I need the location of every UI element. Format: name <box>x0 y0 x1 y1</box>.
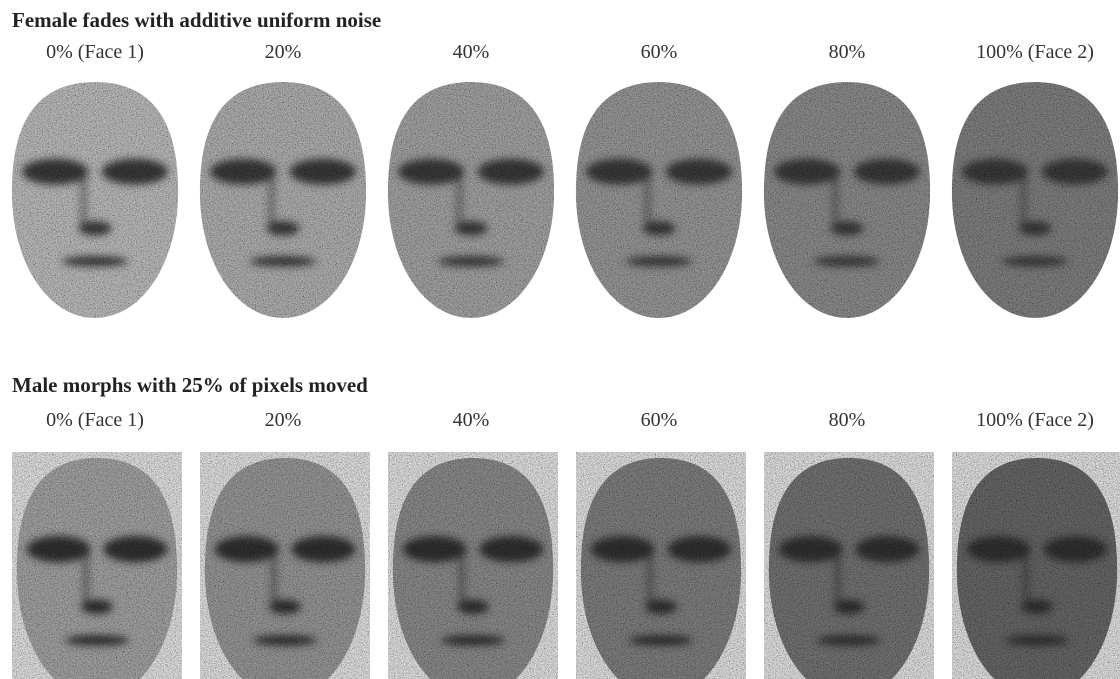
nose-side <box>832 172 839 224</box>
face-skin <box>581 458 741 679</box>
column-label: 80% <box>829 409 866 431</box>
face-skin <box>952 82 1118 318</box>
figure: Female fades with additive uniform noise… <box>0 0 1120 679</box>
nose-side <box>1023 549 1029 602</box>
face-skin <box>205 458 365 679</box>
nose-side <box>1020 172 1027 224</box>
mouth <box>438 256 504 266</box>
eye-region <box>962 159 1028 185</box>
face-image <box>12 452 182 679</box>
nose-side <box>647 549 653 602</box>
eye-region <box>967 536 1031 562</box>
mouth <box>817 635 881 646</box>
mouth <box>626 256 692 266</box>
face-image <box>576 82 742 318</box>
face-image <box>200 82 366 318</box>
nose-side <box>644 172 651 224</box>
eye-region <box>774 159 840 185</box>
eye-region <box>403 536 467 562</box>
eye-region <box>479 536 543 562</box>
eye-region <box>291 536 355 562</box>
face-image <box>764 452 934 679</box>
row-title: Female fades with additive uniform noise <box>12 8 381 32</box>
eye-region <box>22 159 88 185</box>
mouth <box>1005 635 1069 646</box>
eye-region <box>210 159 276 185</box>
face-skin <box>17 458 177 679</box>
eye-region <box>215 536 279 562</box>
nose-side <box>80 172 87 224</box>
eye-region <box>290 159 356 185</box>
nose-side <box>835 549 841 602</box>
eye-region <box>666 159 732 185</box>
nose-side <box>271 549 277 602</box>
eye-region <box>779 536 843 562</box>
eye-region <box>398 159 464 185</box>
face-skin <box>393 458 553 679</box>
column-label: 100% (Face 2) <box>976 41 1094 63</box>
column-label: 100% (Face 2) <box>976 409 1094 431</box>
nose-side <box>268 172 275 224</box>
eye-region <box>1042 159 1108 185</box>
mouth <box>629 635 693 646</box>
eye-region <box>1043 536 1107 562</box>
eye-region <box>102 159 168 185</box>
mouth <box>250 256 316 266</box>
column-label: 20% <box>265 409 302 431</box>
face-skin <box>12 82 178 318</box>
column-label: 40% <box>453 409 490 431</box>
eye-region <box>855 536 919 562</box>
mouth <box>1002 256 1068 266</box>
face-image <box>952 452 1120 679</box>
eye-region <box>854 159 920 185</box>
eye-region <box>478 159 544 185</box>
column-label: 0% (Face 1) <box>46 409 144 431</box>
mouth <box>441 635 505 646</box>
face-image <box>576 452 746 679</box>
nose-side <box>459 549 465 602</box>
nose-side <box>83 549 89 602</box>
column-label: 0% (Face 1) <box>46 41 144 63</box>
eye-region <box>667 536 731 562</box>
row-title: Male morphs with 25% of pixels moved <box>12 373 368 397</box>
face-skin <box>769 458 929 679</box>
column-label: 60% <box>641 409 678 431</box>
face-image <box>388 82 554 318</box>
face-skin <box>957 458 1117 679</box>
face-image <box>764 82 930 318</box>
nose-side <box>456 172 463 224</box>
eye-region <box>103 536 167 562</box>
face-skin <box>576 82 742 318</box>
face-skin <box>200 82 366 318</box>
column-label: 20% <box>265 41 302 63</box>
face-skin <box>388 82 554 318</box>
column-label: 40% <box>453 41 490 63</box>
mouth <box>65 635 129 646</box>
eye-region <box>586 159 652 185</box>
column-label: 80% <box>829 41 866 63</box>
eye-region <box>591 536 655 562</box>
column-label: 60% <box>641 41 678 63</box>
mouth <box>253 635 317 646</box>
face-image <box>12 82 178 318</box>
face-image <box>952 82 1118 318</box>
face-skin <box>764 82 930 318</box>
eye-region <box>27 536 91 562</box>
mouth <box>814 256 880 266</box>
mouth <box>62 256 128 266</box>
face-image <box>200 452 370 679</box>
face-image <box>388 452 558 679</box>
